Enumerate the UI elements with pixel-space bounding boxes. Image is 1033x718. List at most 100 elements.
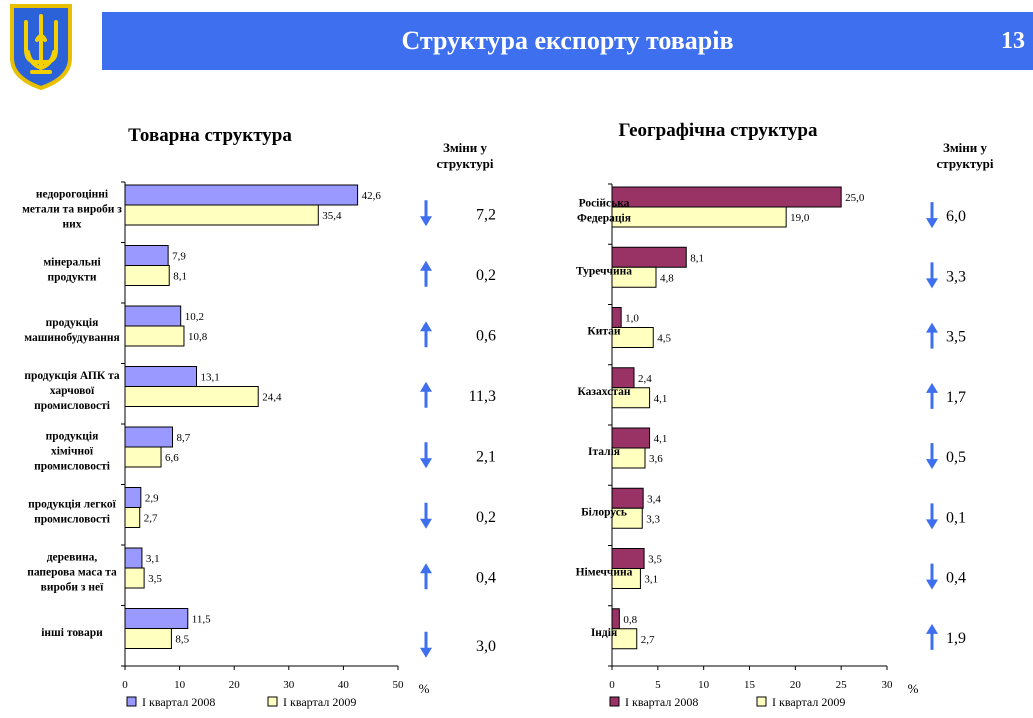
category-label: Китай [587, 326, 621, 338]
legend-label: І квартал 2008 [142, 695, 215, 709]
category-label: промисловості [34, 460, 111, 472]
legend-label: І квартал 2009 [772, 695, 845, 709]
legend-label: І квартал 2009 [283, 695, 356, 709]
data-label: 25,0 [845, 192, 865, 204]
category-label: Німеччина [576, 567, 633, 579]
bar-2008 [124, 245, 169, 266]
data-label: 3,5 [648, 554, 662, 566]
arrow-up-icon [420, 321, 432, 348]
unit-label: % [419, 681, 430, 696]
chart-title: Географічна структура [618, 120, 818, 141]
bar-2009 [611, 266, 657, 288]
data-label: 4,8 [660, 272, 674, 284]
category-label: деревина, [47, 551, 98, 563]
bar-2008 [124, 547, 143, 569]
bar-2008 [611, 246, 687, 268]
data-label: 2,9 [145, 493, 159, 505]
data-label: 10,8 [188, 331, 208, 343]
header-bar: Структура експорту товарів 13 [102, 12, 1033, 70]
bar-2008 [611, 427, 651, 449]
unit-label: % [908, 681, 919, 696]
category-label: промисловості [34, 513, 111, 525]
change-value: 6,0 [946, 208, 966, 225]
x-tick-label: 20 [229, 679, 241, 691]
arrow-up-icon [926, 322, 938, 349]
bar-2008 [611, 608, 620, 630]
x-tick-label: 15 [744, 679, 756, 691]
category-label: метали та вироби з [22, 203, 122, 215]
bar-2008 [611, 367, 635, 389]
category-label: інші товари [41, 627, 103, 639]
x-tick-label: 30 [283, 679, 295, 691]
data-label: 7,9 [172, 251, 186, 263]
change-value: 7,2 [476, 206, 496, 223]
category-label: Казахстан [578, 386, 631, 398]
data-label: 11,5 [192, 614, 211, 626]
bar-2008 [611, 548, 645, 569]
bar-2009 [611, 206, 787, 228]
legend-swatch [609, 696, 620, 707]
change-value: 3,3 [946, 268, 966, 285]
bar-2009 [124, 204, 319, 226]
bar-2009 [124, 628, 172, 649]
category-label: харчової [50, 385, 95, 397]
x-tick-label: 10 [698, 679, 710, 691]
data-label: 35,4 [322, 210, 342, 222]
data-label: 4,5 [657, 333, 671, 345]
data-label: 4,1 [654, 433, 668, 445]
data-label: 8,7 [177, 432, 191, 444]
data-label: 19,0 [790, 212, 810, 224]
change-value: 0,1 [946, 509, 966, 526]
arrow-down-icon [926, 443, 938, 470]
changes-header: структурі [437, 156, 494, 171]
change-value: 0,2 [476, 509, 496, 526]
change-value: 1,9 [946, 630, 966, 647]
changes-header: Зміни у [443, 140, 488, 155]
change-value: 11,3 [469, 388, 496, 405]
data-label: 24,4 [262, 392, 282, 404]
change-value: 0,4 [946, 570, 966, 587]
category-label: Туреччина [576, 265, 632, 277]
category-label: Федерація [577, 213, 631, 225]
bar-2008 [124, 366, 198, 387]
x-tick-label: 40 [338, 679, 350, 691]
arrow-down-icon [926, 503, 938, 530]
arrow-up-icon [420, 563, 432, 590]
bar-2008 [124, 305, 182, 327]
change-value: 0,4 [476, 569, 496, 586]
bar-2008 [124, 608, 189, 629]
arrow-down-icon [926, 563, 938, 590]
x-tick-label: 50 [393, 679, 405, 691]
data-label: 3,6 [649, 453, 663, 465]
x-tick-label: 10 [174, 679, 186, 691]
category-label: машинобудування [24, 332, 120, 344]
category-label: продукція АПК та [24, 370, 120, 382]
category-label: недорогоцінні [36, 188, 109, 200]
arrow-down-icon [420, 631, 432, 658]
bar-2009 [611, 628, 638, 650]
category-label: Індія [591, 627, 617, 639]
data-label: 3,1 [146, 553, 160, 565]
coat-of-arms-icon [10, 4, 72, 90]
x-tick-label: 30 [882, 679, 894, 691]
change-value: 1,7 [946, 389, 966, 406]
bar-2009 [124, 507, 141, 528]
arrow-up-icon [926, 382, 938, 409]
bar-2008 [611, 487, 644, 509]
data-label: 4,1 [654, 393, 668, 405]
change-value: 2,1 [476, 448, 496, 465]
data-label: 0,8 [623, 614, 637, 626]
data-label: 10,2 [185, 311, 204, 323]
legend-swatch [126, 696, 137, 707]
category-label: продукти [48, 271, 97, 283]
bar-2009 [611, 327, 654, 348]
changes-header: структурі [937, 156, 994, 171]
data-label: 2,7 [144, 513, 158, 525]
legend-swatch [756, 696, 767, 707]
arrow-up-icon [926, 623, 938, 650]
arrow-down-icon [420, 200, 432, 227]
bar-2008 [124, 487, 142, 508]
category-label: вироби з неї [41, 581, 104, 593]
